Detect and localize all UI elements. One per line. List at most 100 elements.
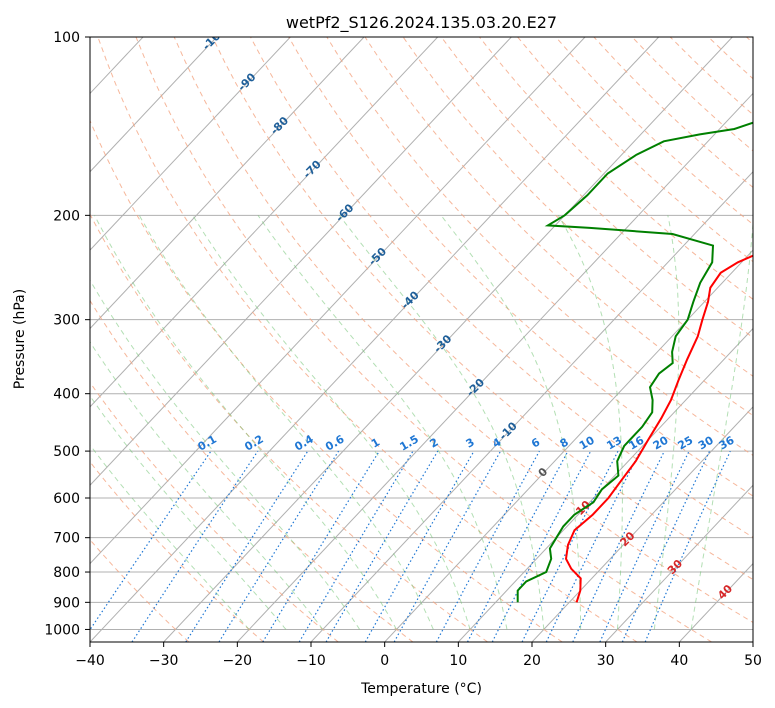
dry-adiabat <box>90 299 414 642</box>
dry-adiabat <box>479 37 753 300</box>
mixing-ratio-line <box>131 450 259 642</box>
mixing-ratio-line <box>545 450 641 642</box>
plot-frame <box>89 36 754 643</box>
dry-adiabat <box>173 37 753 624</box>
mixing-ratio-line <box>572 450 665 642</box>
isotherm-line <box>752 641 753 642</box>
dry-adiabat <box>250 37 753 538</box>
x-axis-label: Temperature (°C) <box>360 681 482 697</box>
mixing-ratio-label: 0.4 <box>292 432 316 453</box>
line-labels: 0.1 0.2 0.4 0.6 1 1.5 2 3 4 6 8 10 13 16 20 25 30 36-100-… <box>196 24 737 602</box>
mixing-ratio-label: 0.1 <box>196 433 219 454</box>
isotherm-line <box>531 406 753 642</box>
dry-adiabat <box>90 539 190 642</box>
mixing-ratio-line <box>218 450 340 642</box>
isotherm-line <box>678 562 753 642</box>
mixing-ratio-label: 20 <box>651 433 671 452</box>
isotherm-line <box>90 37 586 565</box>
x-tick-label: −40 <box>75 653 105 669</box>
dry-adiabat <box>708 37 753 80</box>
dry-adiabat <box>90 213 488 642</box>
mixing-ratio-label: 0.2 <box>242 433 265 454</box>
dry-adiabat <box>90 119 563 642</box>
isotherm-line <box>384 249 753 642</box>
isotherm-line <box>90 37 660 642</box>
isotherm-line <box>236 92 753 642</box>
mixing-ratio-line <box>393 450 502 642</box>
background-lines <box>0 37 753 642</box>
dry-adiabat <box>211 37 753 581</box>
y-tick-label: 300 <box>53 313 80 329</box>
dry-adiabat <box>97 37 638 642</box>
mixing-ratio-line <box>521 450 619 642</box>
isotherm-line <box>605 484 753 642</box>
dry-adiabat <box>631 37 753 152</box>
moist-adiabat <box>653 215 680 630</box>
mixing-ratio-label: 1 <box>369 436 382 451</box>
x-axis-ticks: −40 −30 −20 −10 0 10 20 30 40 50 <box>75 642 762 669</box>
moist-adiabat <box>138 215 434 630</box>
mixing-ratio-label: 25 <box>675 434 695 453</box>
x-tick-label: 20 <box>523 653 541 669</box>
x-tick-label: 40 <box>670 653 688 669</box>
moist-adiabat <box>257 215 508 630</box>
dry-adiabat <box>746 37 753 44</box>
profile-line <box>516 121 753 603</box>
x-tick-label: −20 <box>223 653 253 669</box>
mixing-ratio-line <box>325 450 439 642</box>
mixing-ratio-label: 10 <box>577 433 597 452</box>
mixing-ratio-label: 2 <box>427 436 440 451</box>
profile-lines <box>516 121 753 603</box>
mixing-ratio-line <box>90 450 212 631</box>
dry-adiabat <box>364 37 753 417</box>
dry-adiabat <box>135 37 712 642</box>
mixing-ratio-line <box>262 450 380 642</box>
y-axis-label: Pressure (hPa) <box>12 289 28 389</box>
x-tick-label: −30 <box>149 653 179 669</box>
y-tick-label: 100 <box>53 30 80 46</box>
x-tick-label: 50 <box>744 653 762 669</box>
mixing-ratio-label: 6 <box>529 435 542 450</box>
isotherm-line <box>90 37 291 251</box>
moist-adiabat <box>690 216 753 630</box>
moist-adiabat <box>90 279 361 630</box>
mixing-ratio-label: 8 <box>558 436 571 451</box>
mixing-ratio-line <box>185 450 309 642</box>
y-tick-label: 500 <box>53 444 80 460</box>
isotherm-line <box>90 37 365 330</box>
mixing-ratio-line <box>466 450 569 642</box>
y-tick-label: 800 <box>53 565 80 581</box>
isotherm-line <box>90 37 439 408</box>
isotherm-line <box>90 37 218 173</box>
isotherm-line <box>163 37 733 642</box>
dry-adiabat <box>669 37 753 116</box>
mixing-ratio-label: 16 <box>627 433 647 452</box>
chart-title: wetPf2_S126.2024.135.03.20.E27 <box>286 13 557 33</box>
moist-adiabat <box>90 444 250 630</box>
y-axis-ticks: 100 200 300 400 500 600 700 800 900 1000 <box>44 30 90 638</box>
x-tick-label: 10 <box>449 653 467 669</box>
moist-adiabat <box>192 215 471 630</box>
mixing-ratio-line <box>491 450 592 642</box>
moist-adiabat <box>90 341 324 630</box>
moist-adiabat <box>339 215 545 630</box>
x-tick-label: 30 <box>597 653 615 669</box>
profile-line <box>564 254 753 603</box>
isotherm-line <box>90 37 512 486</box>
dry-adiabat <box>402 37 753 377</box>
mixing-ratio-line <box>621 450 711 642</box>
y-tick-label: 700 <box>53 531 80 547</box>
x-tick-label: 0 <box>380 653 389 669</box>
x-tick-label: −10 <box>296 653 326 669</box>
mixing-ratio-label: 3 <box>464 436 477 451</box>
y-tick-label: 400 <box>53 387 80 403</box>
isotherm-label: -100 <box>200 24 229 53</box>
isotherm-line <box>0 37 69 642</box>
y-tick-label: 1000 <box>44 622 80 638</box>
moist-adiabat <box>94 215 397 630</box>
isotherm-line <box>457 327 753 642</box>
mixing-ratio-label: 36 <box>717 433 737 452</box>
y-tick-label: 600 <box>53 491 80 507</box>
mixing-ratio-line <box>435 450 540 642</box>
